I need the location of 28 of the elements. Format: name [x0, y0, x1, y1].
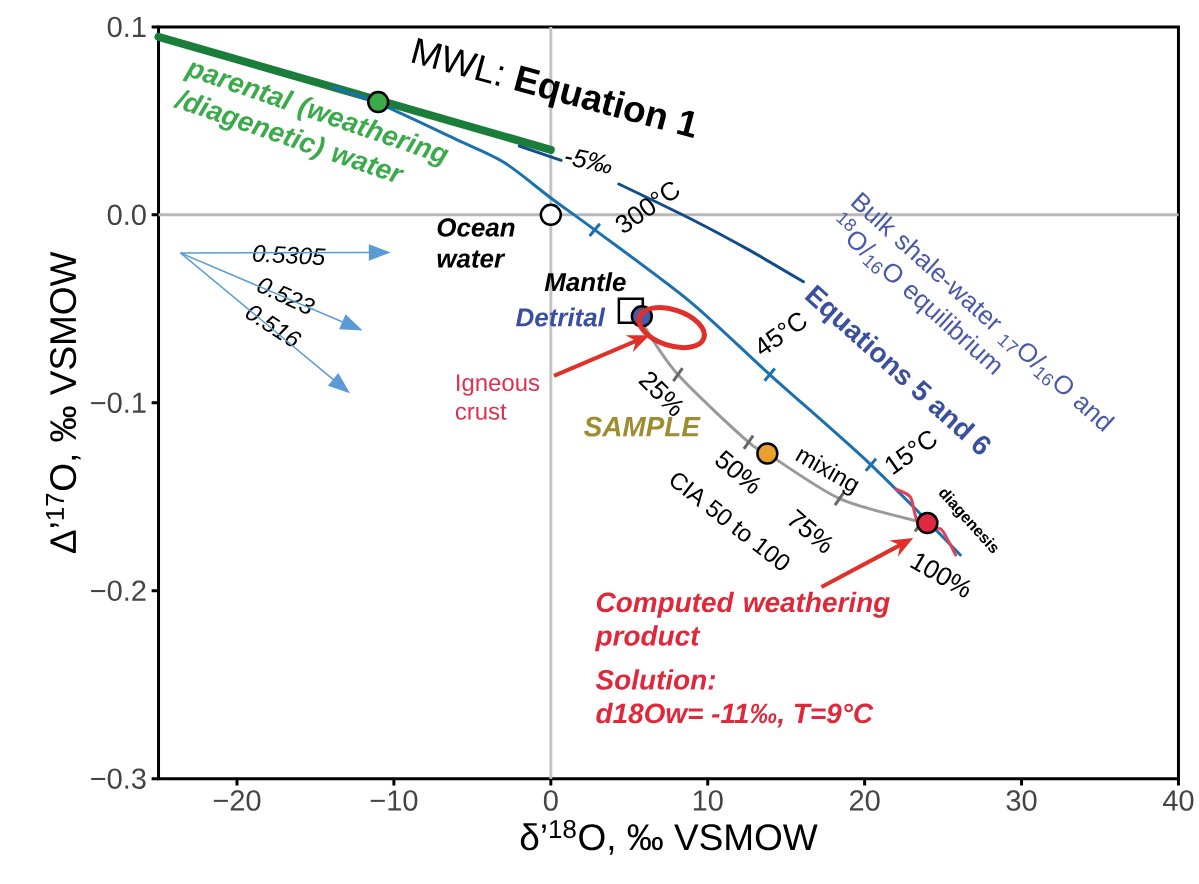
- y-tick-label: 0.1: [107, 16, 146, 38]
- text: $_{16}$O and: [1033, 367, 1116, 432]
- x-tick-label: 30: [1006, 790, 1037, 811]
- y-tick-label: −0.3: [91, 768, 146, 789]
- y-tick-label: −0.2: [91, 580, 146, 601]
- x-tick-label: −20: [213, 790, 261, 811]
- x-axis-title: δ’$^{18}$O, ‰ VSMOW: [520, 819, 818, 855]
- annotation: 45°C: [759, 312, 807, 354]
- annotation: SAMPLE: [583, 416, 701, 437]
- x-tick-label: 10: [693, 790, 723, 811]
- x-tick-label: −10: [370, 790, 418, 811]
- annotation: Ocean water: [437, 218, 515, 268]
- annotation: Detrital: [516, 307, 606, 327]
- y-axis-title: Δ’$^{17}$O, ‰ VSMOW: [46, 251, 81, 553]
- x-tick-label: 40: [1163, 790, 1194, 811]
- annotation: Solution:: [595, 669, 716, 690]
- annotation: -5‰: [565, 149, 612, 174]
- x-tick-label: 20: [849, 790, 880, 811]
- y-tick-label: 0.0: [107, 204, 146, 225]
- annotation: Igneous crust: [455, 374, 540, 420]
- annotation: d18Ow= -11‰, T=9°C: [596, 702, 874, 728]
- annotation: 50%: [715, 449, 761, 494]
- annotation: 0.5305: [253, 244, 326, 265]
- annotation: Mantle: [544, 272, 626, 292]
- y-tick-label: −0.1: [91, 392, 146, 413]
- annotation: 75%: [788, 508, 833, 553]
- x-tick-label: 0: [543, 790, 558, 811]
- annotation: Computed weathering product: [594, 591, 890, 652]
